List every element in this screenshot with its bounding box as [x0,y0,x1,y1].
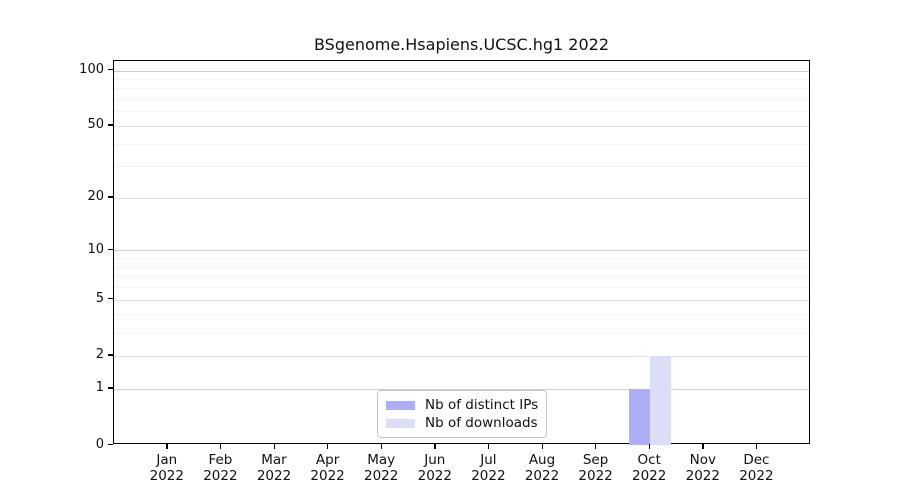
x-tick-mark [380,444,382,449]
chart-title: BSgenome.Hsapiens.UCSC.hg1 2022 [313,35,610,54]
x-tick-label: Dec 2022 [726,452,786,484]
x-tick-mark [273,444,275,449]
x-tick-year: 2022 [149,468,184,484]
y-tick-mark [108,443,113,445]
x-tick-label: Nov 2022 [673,452,733,484]
legend: Nb of distinct IPs Nb of downloads [377,390,547,438]
legend-label: Nb of downloads [425,415,538,431]
x-tick-label: Oct 2022 [619,452,679,484]
x-tick-month: May [367,452,396,468]
x-tick-mark [327,444,329,449]
x-tick-label: Sep 2022 [566,452,626,484]
y-tick-label: 1 [95,380,104,396]
gridline-decade [114,70,809,72]
gridline-minor [114,99,809,101]
gridline-minor [114,166,809,168]
x-tick-year: 2022 [310,468,345,484]
gridline-minor [114,287,809,289]
legend-item: Nb of downloads [386,415,538,431]
y-tick-mark [108,298,113,300]
x-tick-year: 2022 [524,468,560,484]
x-tick-month: Dec [743,452,770,468]
plot-area [113,60,810,445]
x-tick-year: 2022 [578,468,613,484]
gridline-minor [114,332,809,334]
legend-swatch [386,418,415,428]
x-tick-year: 2022 [685,468,720,484]
x-tick-year: 2022 [417,468,452,484]
gridline-minor [114,78,809,80]
x-tick-mark [541,444,543,449]
x-tick-mark [595,444,597,449]
bar-distinct-ips [629,388,651,445]
x-tick-year: 2022 [256,468,292,484]
x-tick-year: 2022 [471,468,506,484]
x-tick-label: Apr 2022 [298,452,358,484]
x-tick-mark [648,444,650,449]
x-tick-year: 2022 [364,468,399,484]
gridline-minor [114,314,809,316]
x-tick-year: 2022 [632,468,667,484]
gridline-decade [114,388,809,390]
gridline-minor [114,111,809,113]
x-tick-month: Apr [315,452,340,468]
x-tick-mark [755,444,758,449]
y-tick-label: 10 [87,241,104,257]
x-tick-year: 2022 [739,468,774,484]
x-tick-mark [487,444,490,449]
y-tick-mark [108,248,113,251]
gridline-minor [114,266,809,268]
x-tick-label: Jan 2022 [137,452,197,484]
legend-item: Nb of distinct IPs [386,397,538,413]
legend-label: Nb of distinct IPs [425,397,539,413]
bar-downloads [650,355,672,445]
gridline-minor [114,276,809,278]
y-tick-mark [108,196,113,198]
x-tick-mark [166,444,168,449]
gridline-minor [114,88,809,90]
x-tick-month: Sep [582,452,609,468]
y-tick-label: 20 [87,189,104,205]
gridline [114,197,809,199]
x-tick-label: Mar 2022 [244,452,304,484]
y-tick-label: 2 [95,347,104,363]
gridline [114,125,809,127]
x-tick-mark [702,444,704,449]
x-tick-month: Jun [424,452,446,468]
x-tick-month: Mar [261,452,287,468]
gridline-minor [114,143,809,145]
gridline [114,299,809,301]
x-tick-label: May 2022 [351,452,411,484]
x-tick-label: Aug 2022 [512,452,572,484]
x-tick-label: Jun 2022 [405,452,465,484]
y-tick-label: 5 [95,291,104,307]
y-tick-mark [108,124,113,126]
gridline-minor [114,258,809,260]
y-tick-mark [108,354,113,356]
gridline-decade [114,250,809,252]
y-tick-label: 100 [79,61,104,77]
x-tick-year: 2022 [203,468,238,484]
x-tick-label: Jul 2022 [458,452,518,484]
x-tick-month: Feb [208,452,233,468]
x-tick-month: Oct [637,452,661,468]
y-tick-mark [108,387,113,389]
x-tick-mark [434,444,436,449]
x-tick-mark [219,444,222,449]
x-tick-month: Jan [156,452,178,468]
x-tick-month: Nov [689,452,716,468]
x-tick-label: Feb 2022 [190,452,250,484]
y-tick-label: 50 [87,117,104,133]
gridline [114,355,809,357]
x-tick-month: Jul [480,452,497,468]
y-tick-mark [108,68,113,71]
legend-swatch [386,400,415,410]
x-tick-month: Aug [528,452,556,468]
y-tick-label: 0 [95,436,104,452]
